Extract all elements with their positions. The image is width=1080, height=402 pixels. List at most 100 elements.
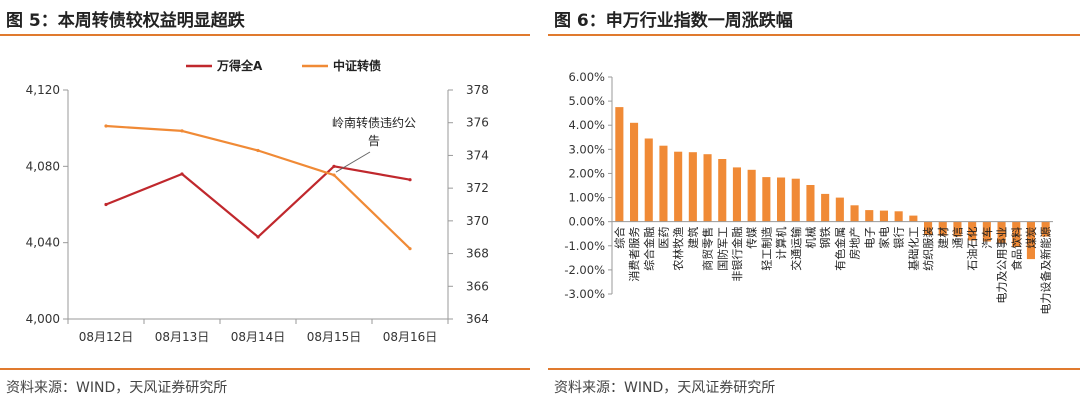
category-label: 建筑 (686, 227, 700, 249)
category-label: 轻工制造 (759, 227, 773, 271)
bar (644, 138, 653, 222)
bar (1041, 221, 1050, 237)
category-label: 食品饮料 (1009, 227, 1023, 271)
category-label: 银行 (892, 227, 906, 249)
figure-5-title: 图 5：本周转债较权益明显超跌 (6, 11, 245, 31)
figure-5-bottom-rule (0, 368, 530, 370)
bar (777, 177, 786, 222)
bar (703, 154, 712, 222)
series-1-point (256, 235, 260, 239)
bar (732, 167, 741, 222)
y-tick-label: -1.00% (564, 239, 605, 253)
figure-6-title: 图 6：申万行业指数一周涨跌幅 (554, 11, 793, 31)
bar (615, 107, 624, 222)
series-2-point (332, 173, 336, 177)
category-label: 纺织服装 (921, 227, 935, 271)
bar (850, 205, 859, 222)
annotation-leader-line (335, 151, 371, 173)
series-1-point (104, 202, 108, 207)
category-label: 医药 (657, 227, 670, 249)
y-tick-label: 0.00% (568, 215, 605, 229)
bar (747, 169, 756, 222)
annotation-text-line2: 告 (368, 134, 380, 148)
bar (924, 221, 933, 235)
category-label: 建材 (936, 227, 950, 249)
series-2-point (256, 148, 260, 153)
series-2-point (408, 247, 412, 251)
bar (953, 221, 962, 237)
bar (982, 221, 991, 242)
bar (688, 152, 697, 222)
figure-5-source: 资料来源：WIND，天风证券研究所 (6, 380, 228, 396)
category-label: 交通运输 (789, 227, 803, 271)
bar (659, 145, 668, 222)
category-label: 基础化工 (906, 227, 920, 271)
bar (1026, 221, 1035, 260)
category-label: 综合金融 (642, 227, 656, 271)
x-tick-label: 08月12日 (79, 330, 134, 344)
x-tick-label: 08月15日 (307, 330, 362, 344)
y-tick-label: 5.00% (568, 94, 605, 108)
right-y-tick-label: 374 (466, 148, 489, 162)
bar (835, 197, 844, 222)
bar (821, 193, 830, 222)
category-label: 传媒 (746, 227, 759, 249)
legend-label-2: 中证转债 (333, 58, 381, 73)
legend-label-1: 万得全A (216, 58, 263, 73)
series-1-point (332, 164, 336, 168)
category-label: 消费者服务 (627, 227, 641, 282)
series-1-point (180, 172, 184, 176)
bar (865, 210, 874, 222)
right-y-tick-label: 368 (466, 247, 489, 261)
right-y-tick-label: 376 (466, 116, 489, 130)
left-y-tick-label: 4,120 (26, 83, 60, 97)
x-tick-label: 08月13日 (155, 330, 210, 344)
figure-5-top-rule (0, 34, 530, 36)
bar (718, 159, 727, 222)
bar (938, 221, 947, 236)
figure-6-bottom-rule (548, 368, 1080, 370)
series-2-point (180, 129, 184, 133)
category-label: 电子 (863, 227, 876, 249)
category-label: 有色金属 (833, 227, 847, 271)
figure-6-top-rule (548, 34, 1080, 36)
bar (791, 178, 800, 222)
bar (762, 177, 771, 222)
bar (968, 221, 977, 241)
right-y-tick-label: 364 (466, 312, 489, 326)
category-label: 汽车 (980, 227, 994, 249)
left-y-tick-label: 4,040 (26, 236, 60, 250)
y-tick-label: 3.00% (568, 142, 605, 156)
series-1-point (408, 178, 412, 182)
series-2-point (104, 124, 108, 128)
category-label: 农林牧渔 (671, 227, 685, 271)
bar (806, 185, 815, 222)
bar (630, 122, 639, 222)
category-label: 电力及公用事业 (995, 227, 1008, 304)
series-line-1 (105, 165, 411, 238)
figure-5-line-chart: 4,000 4,040 4,080 4,120 364 366 368 370 372 374 37… (26, 58, 489, 344)
bar (997, 221, 1006, 243)
figure-6-source: 资料来源：WIND，天风证券研究所 (554, 380, 776, 396)
bar (909, 215, 918, 222)
category-label: 钢铁 (819, 227, 832, 249)
bar (674, 151, 683, 222)
figure-5-panel: 图 5：本周转债较权益明显超跌 4,000 4,040 4,080 4,120 364 3… (0, 0, 530, 402)
x-tick-label: 08月16日 (383, 330, 438, 344)
left-y-tick-label: 4,000 (26, 312, 60, 326)
bar (1012, 221, 1021, 247)
y-tick-label: -3.00% (564, 287, 605, 301)
category-label: 计算机 (774, 227, 788, 260)
category-label: 电力设备及新能源 (1039, 227, 1053, 315)
y-tick-label: 2.00% (568, 166, 605, 180)
category-label: 石油石化 (965, 227, 979, 271)
y-tick-label: 1.00% (568, 191, 605, 205)
right-y-tick-label: 372 (466, 181, 489, 195)
y-tick-label: -2.00% (564, 263, 605, 277)
category-label: 综合 (612, 227, 626, 249)
right-y-tick-label: 366 (466, 279, 489, 293)
right-y-tick-label: 378 (466, 83, 489, 97)
category-label: 非银行金融 (730, 227, 744, 282)
left-y-tick-label: 4,080 (26, 159, 60, 173)
bar (879, 210, 888, 222)
